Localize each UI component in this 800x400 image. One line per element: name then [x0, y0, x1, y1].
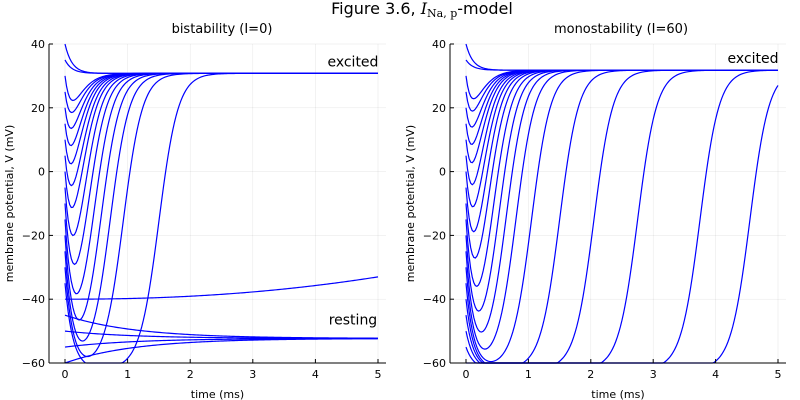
series-line-v0-10 [465, 69, 778, 164]
series-line-v0-neg15 [64, 72, 378, 295]
x-tick-label: 5 [375, 368, 382, 381]
x-tick-label: 3 [249, 368, 256, 381]
annotation-excited: excited [728, 51, 779, 67]
figure-title-prefix: Figure 3.6, [331, 0, 421, 18]
annotation-resting: resting [329, 313, 378, 329]
series-line-v0-neg10 [465, 69, 778, 259]
y-axis-label: membrane potential, V (mV) [3, 125, 16, 282]
x-tick-label: 1 [124, 368, 131, 381]
series-line-v0-neg5 [465, 69, 778, 233]
y-tick-label: −60 [22, 357, 45, 370]
y-tick-label: −20 [423, 229, 446, 242]
series-line-v0-10 [64, 72, 378, 165]
panel-monostability: 0 1 2 3 4 5 −60 −40 −20 0 20 40 time (ms) membrane po… [404, 22, 786, 400]
x-tick-label: 5 [775, 368, 782, 381]
series-line-v0-neg50 [64, 330, 379, 339]
series-line-v0-neg55 [64, 337, 378, 348]
x-tick-label: 3 [650, 368, 657, 381]
panel-title: bistability (I=0) [172, 22, 273, 37]
y-tick-label: 0 [439, 166, 446, 179]
x-tick-label: 0 [463, 368, 470, 381]
y-tick-label: 40 [31, 38, 45, 51]
y-axis-label: membrane potential, V (mV) [404, 125, 417, 282]
x-tick-label: 0 [62, 368, 69, 381]
y-tick-label: 0 [38, 166, 45, 179]
series-line-v0-neg25 [465, 69, 778, 333]
series-line-v0-neg40 [65, 276, 379, 300]
panel-bistability: 0 1 2 3 4 5 −60 −40 −20 0 20 40 time (ms) membrane po… [3, 22, 386, 400]
figure-title-italic: I [420, 0, 428, 18]
y-tick-label: −60 [423, 357, 446, 370]
series-line-v0-neg50 [465, 69, 778, 364]
x-tick-label: 1 [525, 368, 532, 381]
x-axis-label: time (ms) [191, 388, 244, 400]
panel-title: monostability (I=60) [554, 22, 688, 37]
series-line-v0-5 [64, 72, 378, 187]
x-tick-label: 2 [187, 368, 194, 381]
y-tick-label: 20 [432, 102, 446, 115]
y-tick-label: 20 [31, 102, 45, 115]
series-line-v0-neg60 [64, 338, 379, 364]
annotation-excited: excited [327, 54, 378, 70]
series-line-v0-neg10 [64, 72, 378, 266]
x-tick-label: 4 [712, 368, 719, 381]
series-line-v0-neg20 [465, 69, 778, 312]
figure-title: Figure 3.6, INa, p-model [331, 0, 513, 20]
series-line-v0-neg30 [465, 69, 778, 350]
figure-title-subscript: Na, p [427, 7, 457, 20]
series-line-v0-0 [465, 69, 778, 208]
y-tick-label: −20 [22, 229, 45, 242]
x-tick-label: 4 [312, 368, 319, 381]
series-line-v0-neg15 [465, 69, 778, 288]
x-tick-label: 2 [587, 368, 594, 381]
y-tick-label: −40 [22, 293, 45, 306]
y-tick-label: 40 [432, 38, 446, 51]
figure-title-suffix: -model [457, 0, 513, 18]
x-axis-label: time (ms) [591, 388, 644, 400]
y-tick-label: −40 [423, 293, 446, 306]
